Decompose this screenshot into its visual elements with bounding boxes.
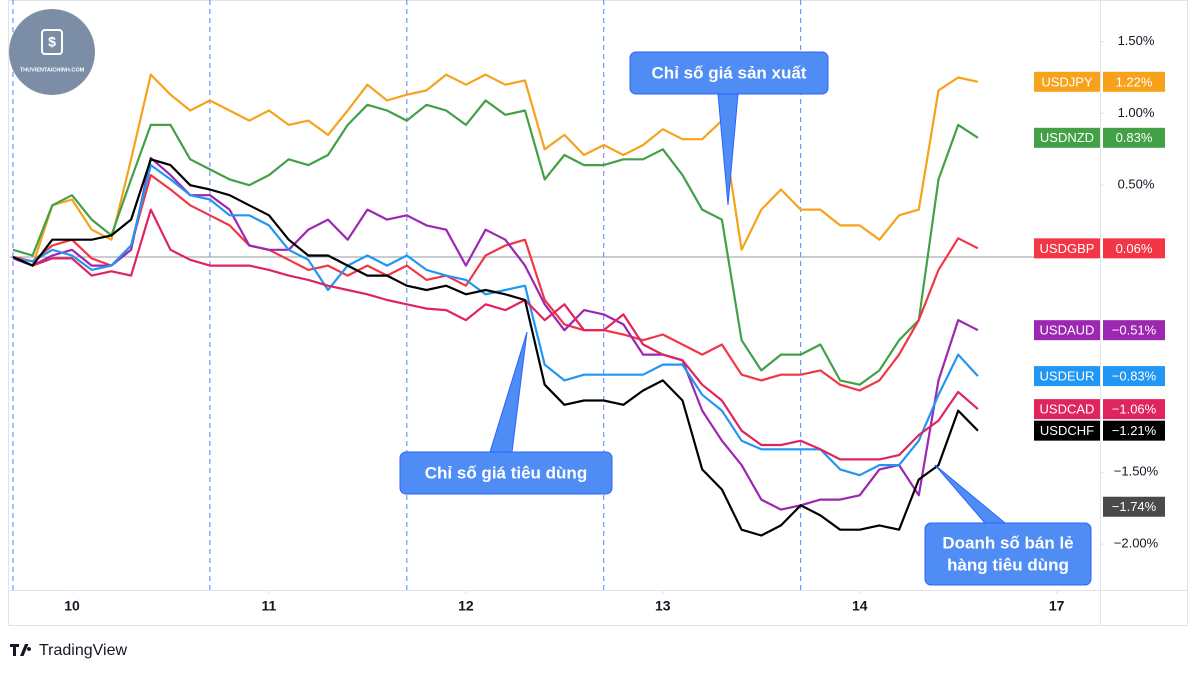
x-tick-label: 13	[655, 598, 671, 614]
brand-text: TradingView	[39, 642, 127, 659]
y-tick-label: 0.50%	[1118, 177, 1155, 192]
end-value-box	[1103, 127, 1165, 148]
legend-name: USDCHF	[1040, 423, 1094, 438]
legend-name-box	[1034, 71, 1100, 92]
callout-box	[924, 522, 1092, 586]
legend-name: USDJPY	[1041, 74, 1093, 89]
x-tick-label: 14	[852, 598, 868, 614]
logo-symbol: $	[48, 34, 56, 50]
series-line	[12, 208, 979, 461]
x-tick-label: 10	[64, 598, 80, 614]
brand: TradingView	[10, 642, 127, 659]
end-value-box	[1103, 238, 1165, 259]
end-value-box	[1103, 366, 1165, 387]
annotation-text: Chỉ số giá sản xuất	[652, 63, 807, 82]
end-value-label: 0.83%	[1116, 130, 1153, 145]
legend-name-box	[1034, 420, 1100, 441]
x-tick-label: 17	[1049, 598, 1065, 614]
watermark-text: THUVIENTAICHINH.COM	[20, 67, 85, 73]
legend-name-box	[1034, 320, 1100, 341]
legend-name: USDCAD	[1040, 402, 1095, 417]
series-line	[12, 73, 979, 267]
end-value-label: −1.06%	[1112, 402, 1157, 417]
series-line	[12, 174, 979, 392]
watermark-logo: $ THUVIENTAICHINH.COM	[9, 9, 95, 95]
end-value-box	[1103, 399, 1165, 420]
frame	[8, 0, 1188, 626]
legend-name: USDNZD	[1040, 130, 1094, 145]
brand-logo	[10, 644, 32, 656]
y-tick-label: −2.00%	[1114, 536, 1159, 551]
legend-name-box	[1034, 238, 1100, 259]
logo-icon	[41, 29, 63, 55]
end-value-box	[1103, 420, 1165, 441]
series-line	[12, 99, 979, 386]
end-value-label: −1.21%	[1112, 423, 1157, 438]
end-value-label: −0.83%	[1112, 369, 1157, 384]
x-tick-label: 11	[262, 598, 277, 614]
series-line	[12, 158, 979, 537]
end-value-box	[1103, 71, 1165, 92]
callout-box	[629, 51, 829, 95]
series-line	[12, 156, 979, 511]
legend-name-box	[1034, 127, 1100, 148]
annotation-text: Doanh số bán lẻ	[942, 533, 1073, 552]
y-tick-label: 1.50%	[1118, 33, 1155, 48]
annotation-text: Chỉ số giá tiêu dùng	[425, 463, 587, 482]
end-value-box	[1103, 320, 1165, 341]
end-value-label: 1.22%	[1116, 74, 1153, 89]
legend-name: USDGBP	[1040, 241, 1095, 256]
legend-name: USDAUD	[1040, 323, 1095, 338]
legend-name-box	[1034, 366, 1100, 387]
logo-circle	[9, 9, 95, 95]
y-tick-label: 1.00%	[1118, 105, 1155, 120]
crosshair-label: −1.74%	[1112, 499, 1157, 514]
x-tick-label: 12	[458, 598, 474, 614]
legend-name-box	[1034, 399, 1100, 420]
legend-name: USDEUR	[1040, 369, 1095, 384]
annotation-text: hàng tiêu dùng	[947, 555, 1069, 574]
crosshair-box	[1103, 496, 1165, 517]
y-tick-label: −1.50%	[1114, 464, 1159, 479]
callout-box	[399, 451, 613, 495]
plot: 10 11 12 13 14 17 1.50% 1.00% 0.50% −1.50% −2.00% U…	[10, 0, 1165, 614]
end-value-label: 0.06%	[1116, 241, 1153, 256]
end-value-label: −0.51%	[1112, 323, 1157, 338]
